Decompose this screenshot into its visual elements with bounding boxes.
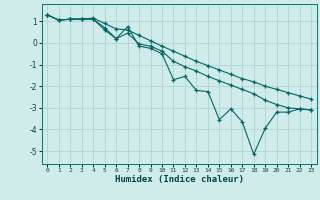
X-axis label: Humidex (Indice chaleur): Humidex (Indice chaleur) (115, 175, 244, 184)
